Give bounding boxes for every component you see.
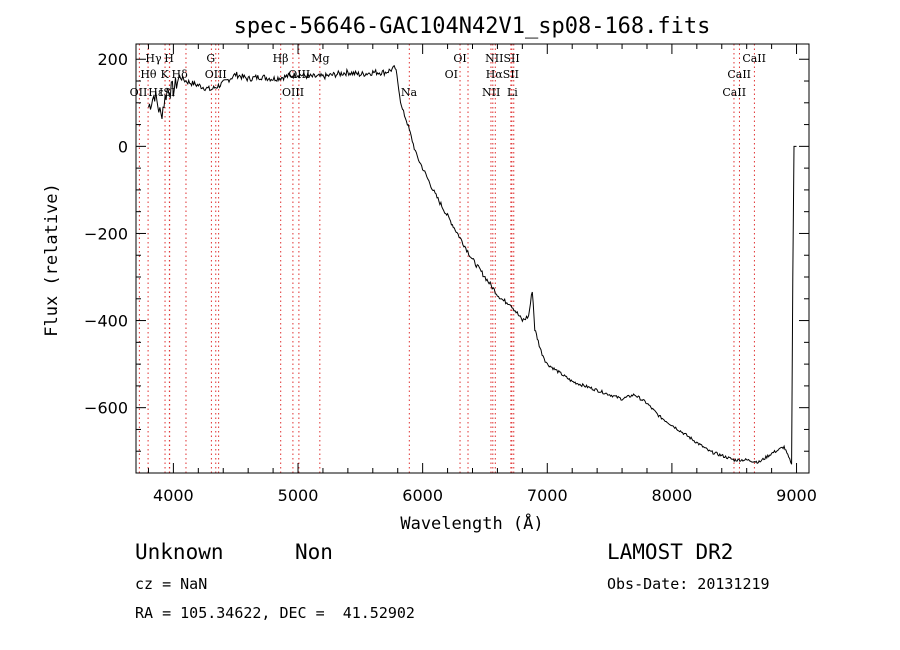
x-tick-label: 6000 bbox=[402, 486, 443, 505]
line-label: OIII bbox=[205, 68, 227, 81]
line-label: Hγ bbox=[145, 52, 162, 65]
obs-date-text: Obs-Date: 20131219 bbox=[607, 575, 770, 593]
subclass-label: Non bbox=[295, 540, 333, 564]
line-label: OIII bbox=[288, 68, 310, 81]
line-label: HαSII bbox=[486, 68, 519, 81]
spectrum-series bbox=[148, 64, 797, 465]
line-label: Hδ bbox=[172, 68, 189, 81]
y-tick-label: 200 bbox=[97, 50, 128, 69]
line-label: NII bbox=[482, 86, 500, 99]
line-label: OII bbox=[130, 86, 148, 99]
line-label: Hθ bbox=[140, 68, 157, 81]
coordinates-text: RA = 105.34622, DEC = 41.52902 bbox=[135, 604, 415, 622]
line-label: ISI bbox=[159, 86, 175, 99]
line-label: Hε bbox=[148, 86, 164, 99]
y-tick-label: 0 bbox=[118, 137, 128, 156]
plot-axes: 4000 5000 6000 7000 8000 9000 200 0 −200 −400 −600 bbox=[84, 43, 817, 505]
survey-label: LAMOST DR2 bbox=[607, 540, 734, 564]
line-label: Hβ bbox=[273, 52, 289, 65]
y-axis-label: Flux (relative) bbox=[42, 183, 62, 337]
line-label: OI bbox=[453, 52, 466, 65]
line-label: Li bbox=[507, 86, 518, 99]
y-tick-label: −200 bbox=[84, 224, 128, 243]
line-label: OIII bbox=[282, 86, 304, 99]
line-label: CaII bbox=[742, 52, 766, 65]
x-tick-label: 9000 bbox=[776, 486, 817, 505]
line-label: CaII bbox=[722, 86, 746, 99]
line-label: NIISII bbox=[485, 52, 520, 65]
x-tick-label: 7000 bbox=[527, 486, 568, 505]
y-tick-label: −600 bbox=[84, 399, 128, 418]
line-label: Mg bbox=[311, 52, 329, 65]
x-tick-label: 5000 bbox=[278, 486, 319, 505]
x-tick-label: 8000 bbox=[652, 486, 693, 505]
line-label: OI bbox=[445, 68, 458, 81]
x-tick-label: 4000 bbox=[153, 486, 194, 505]
spectrum-line bbox=[148, 64, 797, 465]
line-label: H bbox=[164, 52, 174, 65]
line-label: G bbox=[206, 52, 215, 65]
line-label: K bbox=[161, 68, 170, 81]
x-axis-label: Wavelength (Å) bbox=[400, 512, 543, 534]
spectral-line-labels: Hγ H G Hβ Mg OI NIISII CaII Hθ K Hδ OIII OIII OI HαSII… bbox=[130, 52, 766, 99]
redshift-text: cz = NaN bbox=[135, 575, 208, 593]
line-label: Na bbox=[401, 86, 418, 99]
spectral-line-markers bbox=[138, 44, 755, 473]
line-label: CaII bbox=[727, 68, 751, 81]
y-tick-label: −400 bbox=[84, 312, 128, 331]
chart-title: spec-56646-GAC104N42V1_sp08-168.fits bbox=[234, 14, 711, 39]
class-label: Unknown bbox=[135, 540, 224, 564]
